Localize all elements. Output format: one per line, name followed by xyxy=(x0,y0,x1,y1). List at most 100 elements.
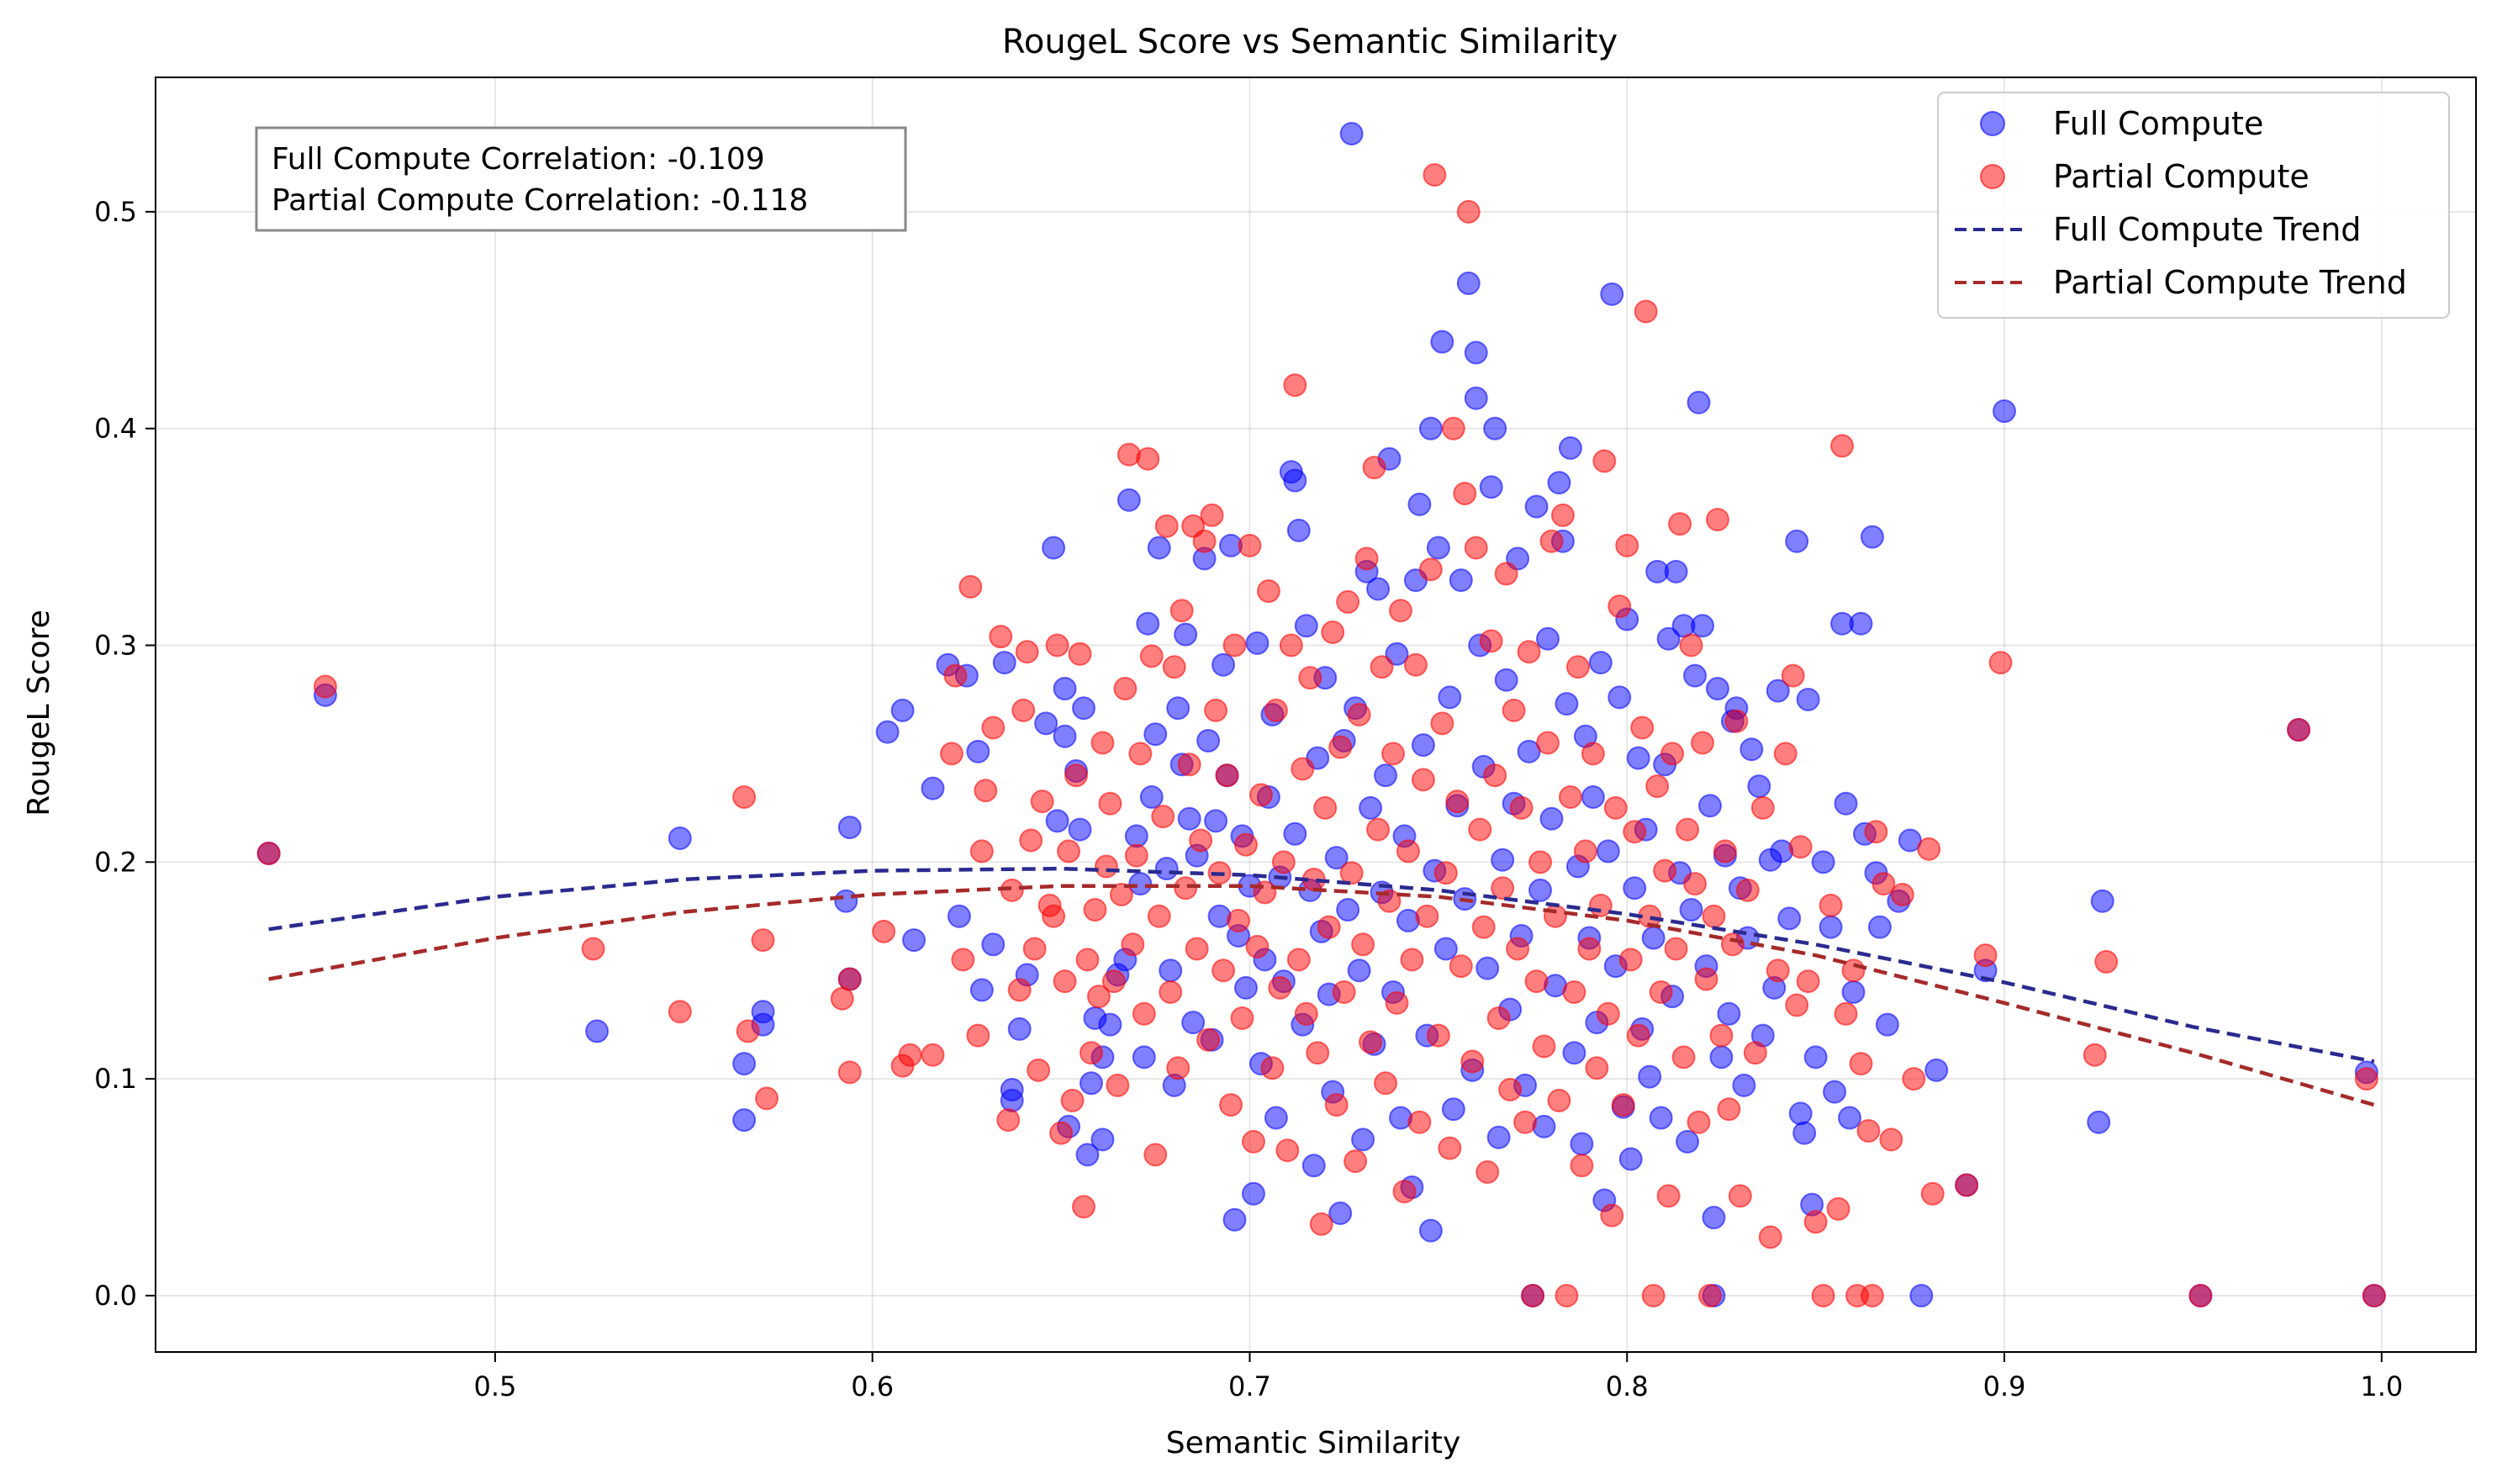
partial-compute-point xyxy=(1151,805,1175,829)
full-compute-point xyxy=(1524,494,1549,519)
full-compute-point xyxy=(1683,663,1708,688)
full-compute-point xyxy=(1196,728,1221,753)
chart-title: RougeL Score vs Semantic Similarity xyxy=(1002,23,1618,61)
partial-compute-point xyxy=(1524,969,1549,994)
partial-compute-point xyxy=(1139,644,1164,668)
annotation-box xyxy=(255,126,907,232)
full-compute-point xyxy=(1456,271,1481,295)
partial-compute-point xyxy=(1570,1154,1594,1178)
partial-compute-point xyxy=(1101,969,1126,994)
partial-compute-point xyxy=(1433,861,1458,885)
partial-compute-point xyxy=(1687,1110,1711,1134)
partial-compute-point xyxy=(1600,1203,1624,1228)
partial-compute-point xyxy=(2083,1043,2107,1067)
full-compute-point xyxy=(1747,774,1771,799)
partial-compute-point xyxy=(1532,1034,1556,1059)
partial-compute-point xyxy=(256,842,281,866)
full-compute-point xyxy=(1283,821,1307,846)
partial-compute-point xyxy=(1098,791,1122,816)
annotation-line-full: Full Compute Correlation: -0.109 xyxy=(272,142,765,177)
partial-compute-point xyxy=(1623,820,1647,844)
full-compute-point xyxy=(2087,1110,2111,1134)
full-compute-point xyxy=(1486,1125,1511,1149)
full-compute-point xyxy=(1788,1101,1813,1126)
partial-compute-point xyxy=(1042,904,1066,928)
full-compute-point xyxy=(1359,795,1383,820)
legend-marker-full xyxy=(1980,111,2005,136)
full-compute-point xyxy=(1562,1041,1586,1065)
full-compute-trend-line xyxy=(268,866,2375,1064)
partial-compute-point xyxy=(1864,820,1888,844)
partial-compute-point xyxy=(1445,790,1470,814)
full-compute-point xyxy=(1479,475,1503,499)
partial-compute-point xyxy=(898,1043,922,1067)
partial-compute-point xyxy=(1279,633,1303,658)
partial-compute-point xyxy=(1660,742,1685,766)
partial-compute-point xyxy=(1679,633,1703,658)
full-compute-point xyxy=(1600,282,1624,306)
partial-compute-point xyxy=(1090,731,1115,755)
partial-compute-point xyxy=(1509,795,1534,820)
plot-frame xyxy=(155,77,2477,1353)
partial-compute-point xyxy=(1649,980,1673,1005)
partial-compute-point xyxy=(1015,640,1039,664)
partial-compute-point xyxy=(1581,742,1605,766)
full-compute-point xyxy=(1433,937,1458,961)
partial-compute-point xyxy=(1528,850,1553,874)
partial-compute-point xyxy=(1298,666,1322,690)
partial-compute-point xyxy=(1143,1143,1168,1167)
partial-compute-point xyxy=(1634,299,1658,324)
full-compute-point xyxy=(1147,536,1171,560)
partial-compute-point xyxy=(1476,1160,1500,1185)
partial-compute-point xyxy=(1049,1121,1074,1145)
partial-compute-point xyxy=(1177,753,1201,777)
partial-compute-point xyxy=(1555,1283,1579,1307)
partial-compute-point xyxy=(1200,503,1224,527)
x-tick-label: 0.9 xyxy=(1983,1370,2026,1402)
partial-compute-point xyxy=(1973,943,1998,968)
full-compute-point xyxy=(969,978,994,1002)
partial-compute-point xyxy=(1060,1088,1085,1112)
partial-compute-point xyxy=(1166,1056,1190,1080)
full-compute-point xyxy=(1777,906,1802,931)
partial-compute-point xyxy=(1796,969,1820,994)
full-compute-point xyxy=(1558,436,1582,460)
partial-compute-point xyxy=(2287,718,2311,742)
partial-compute-point xyxy=(1392,1180,1417,1204)
partial-compute-point xyxy=(1573,839,1597,863)
partial-compute-point xyxy=(872,919,896,943)
full-compute-point xyxy=(1664,559,1688,584)
x-tick-label: 0.8 xyxy=(1606,1370,1649,1402)
partial-compute-point xyxy=(1856,1119,1881,1143)
partial-compute-point xyxy=(1468,817,1492,842)
full-compute-point xyxy=(1494,668,1518,692)
full-compute-point xyxy=(1588,651,1613,675)
full-compute-point xyxy=(1426,536,1450,560)
full-compute-point xyxy=(1596,839,1620,863)
partial-compute-point xyxy=(1411,768,1435,792)
full-compute-point xyxy=(1385,642,1409,666)
partial-compute-point xyxy=(1407,1110,1432,1134)
partial-compute-point xyxy=(974,779,998,803)
partial-compute-point xyxy=(732,784,757,809)
full-compute-point xyxy=(1709,1045,1734,1069)
full-compute-point xyxy=(1732,1073,1756,1097)
partial-compute-point xyxy=(1676,817,1700,842)
partial-compute-point xyxy=(1479,629,1503,653)
full-compute-point xyxy=(1233,975,1258,1000)
full-compute-point xyxy=(732,1108,757,1133)
partial-compute-point xyxy=(1381,742,1405,766)
partial-compute-point xyxy=(1724,709,1749,733)
partial-compute-point xyxy=(1607,594,1632,619)
full-compute-point xyxy=(1792,1121,1817,1145)
full-compute-point xyxy=(1181,1011,1206,1035)
partial-compute-point xyxy=(921,1043,945,1067)
full-compute-point xyxy=(1042,536,1066,560)
full-compute-point xyxy=(834,889,858,913)
full-compute-point xyxy=(1154,857,1179,881)
trend-lines xyxy=(268,866,2375,1107)
partial-compute-point xyxy=(1562,980,1586,1005)
full-compute-point xyxy=(1347,959,1371,983)
partial-compute-point xyxy=(1094,854,1118,879)
partial-compute-point xyxy=(1283,373,1307,398)
